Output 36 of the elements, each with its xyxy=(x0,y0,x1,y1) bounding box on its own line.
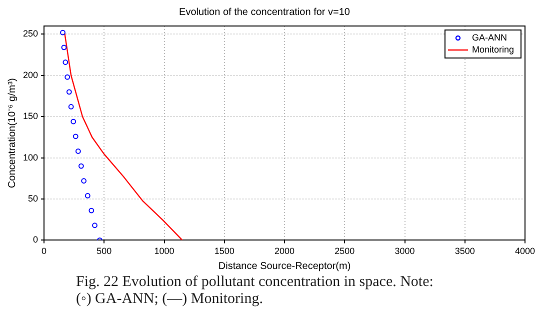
y-tick-label: 0 xyxy=(33,234,38,245)
x-tick-label: 2000 xyxy=(274,246,295,256)
x-tick-label: 3000 xyxy=(394,246,415,256)
point xyxy=(81,178,87,184)
x-tick-label: 1000 xyxy=(154,246,174,256)
chart-title: Evolution of the concentration for v=10 xyxy=(179,6,350,18)
y-tick-label: 150 xyxy=(22,111,38,122)
text: (◦) GA-ANN; (—) Monitoring. xyxy=(76,291,264,308)
point xyxy=(68,104,74,110)
x-tick-label: 1500 xyxy=(214,246,234,256)
point xyxy=(75,148,81,154)
legend-label: Monitoring xyxy=(472,44,514,54)
x-axis-title: Distance Source-Receptor(m) xyxy=(218,260,351,272)
point xyxy=(61,44,67,50)
point xyxy=(84,193,90,198)
x-tick-label: 2500 xyxy=(334,246,355,256)
legend-label: GA-ANN xyxy=(472,32,507,42)
y-tick-label: 250 xyxy=(22,28,38,39)
x-tick-label: 3500 xyxy=(454,246,475,256)
point xyxy=(78,163,84,169)
point xyxy=(64,74,70,80)
caption: Fig. 22 Evolution of pollutant concentration in space. Note: xyxy=(76,274,434,291)
point xyxy=(88,208,94,214)
y-tick-label: 100 xyxy=(22,152,38,162)
y-tick-label: 200 xyxy=(22,70,38,80)
point xyxy=(66,89,72,95)
point xyxy=(70,118,76,124)
point xyxy=(60,30,66,36)
x-tick-label: 4000 xyxy=(514,246,536,256)
y-axis-title: Concentration(10⁻⁶ g/m³) xyxy=(6,78,18,188)
point xyxy=(92,222,98,228)
y-tick-label: 50 xyxy=(28,193,38,204)
x-tick-label: 500 xyxy=(96,246,112,256)
point xyxy=(62,60,68,65)
x-tick-label: 0 xyxy=(42,246,47,256)
point xyxy=(72,134,78,140)
